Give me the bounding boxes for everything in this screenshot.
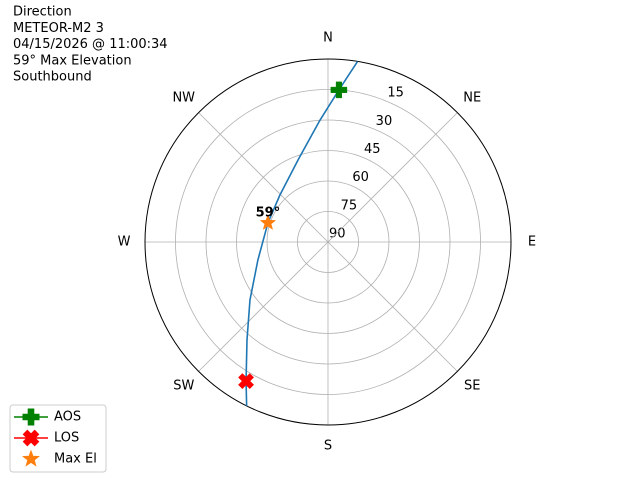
legend-marker [22, 429, 40, 447]
point-marker [259, 214, 277, 230]
point-marker [238, 373, 255, 390]
theta-tick-label: W [118, 235, 131, 250]
title-line: 59° Max Elevation [13, 53, 132, 68]
theta-tick-label: E [528, 235, 536, 250]
grid-spoke [198, 241, 329, 372]
grid-spoke [198, 112, 329, 243]
polar-frame [144, 58, 512, 426]
theta-tick-label: NW [172, 90, 195, 105]
legend-marker [22, 408, 40, 426]
legend-label: AOS [54, 410, 81, 425]
theta-tick-label: SE [464, 379, 480, 394]
r-tick-label: 90 [329, 227, 346, 242]
grid-spoke [327, 241, 458, 372]
legend-label: Max El [54, 452, 97, 467]
theta-tick-label: S [324, 439, 332, 454]
title-line: METEOR-M2 3 [13, 21, 104, 36]
r-tick-label: 75 [341, 198, 358, 213]
theta-tick-label: SW [173, 379, 194, 394]
r-tick-label: 30 [376, 114, 393, 129]
r-tick-label: 45 [364, 142, 381, 157]
legend-label: LOS [54, 431, 79, 446]
annotation: 59° [256, 205, 281, 220]
r-tick-label: 15 [387, 86, 404, 101]
r-tick-label: 60 [352, 170, 369, 185]
theta-tick-label: NE [463, 90, 481, 105]
title-line: Direction [13, 5, 72, 20]
title-line: Southbound [13, 70, 92, 85]
point-marker [330, 81, 348, 99]
legend-marker [22, 449, 40, 467]
title-line: 04/15/2026 @ 11:00:34 [13, 37, 168, 52]
theta-tick-label: N [323, 31, 333, 46]
grid-spoke [327, 112, 458, 243]
